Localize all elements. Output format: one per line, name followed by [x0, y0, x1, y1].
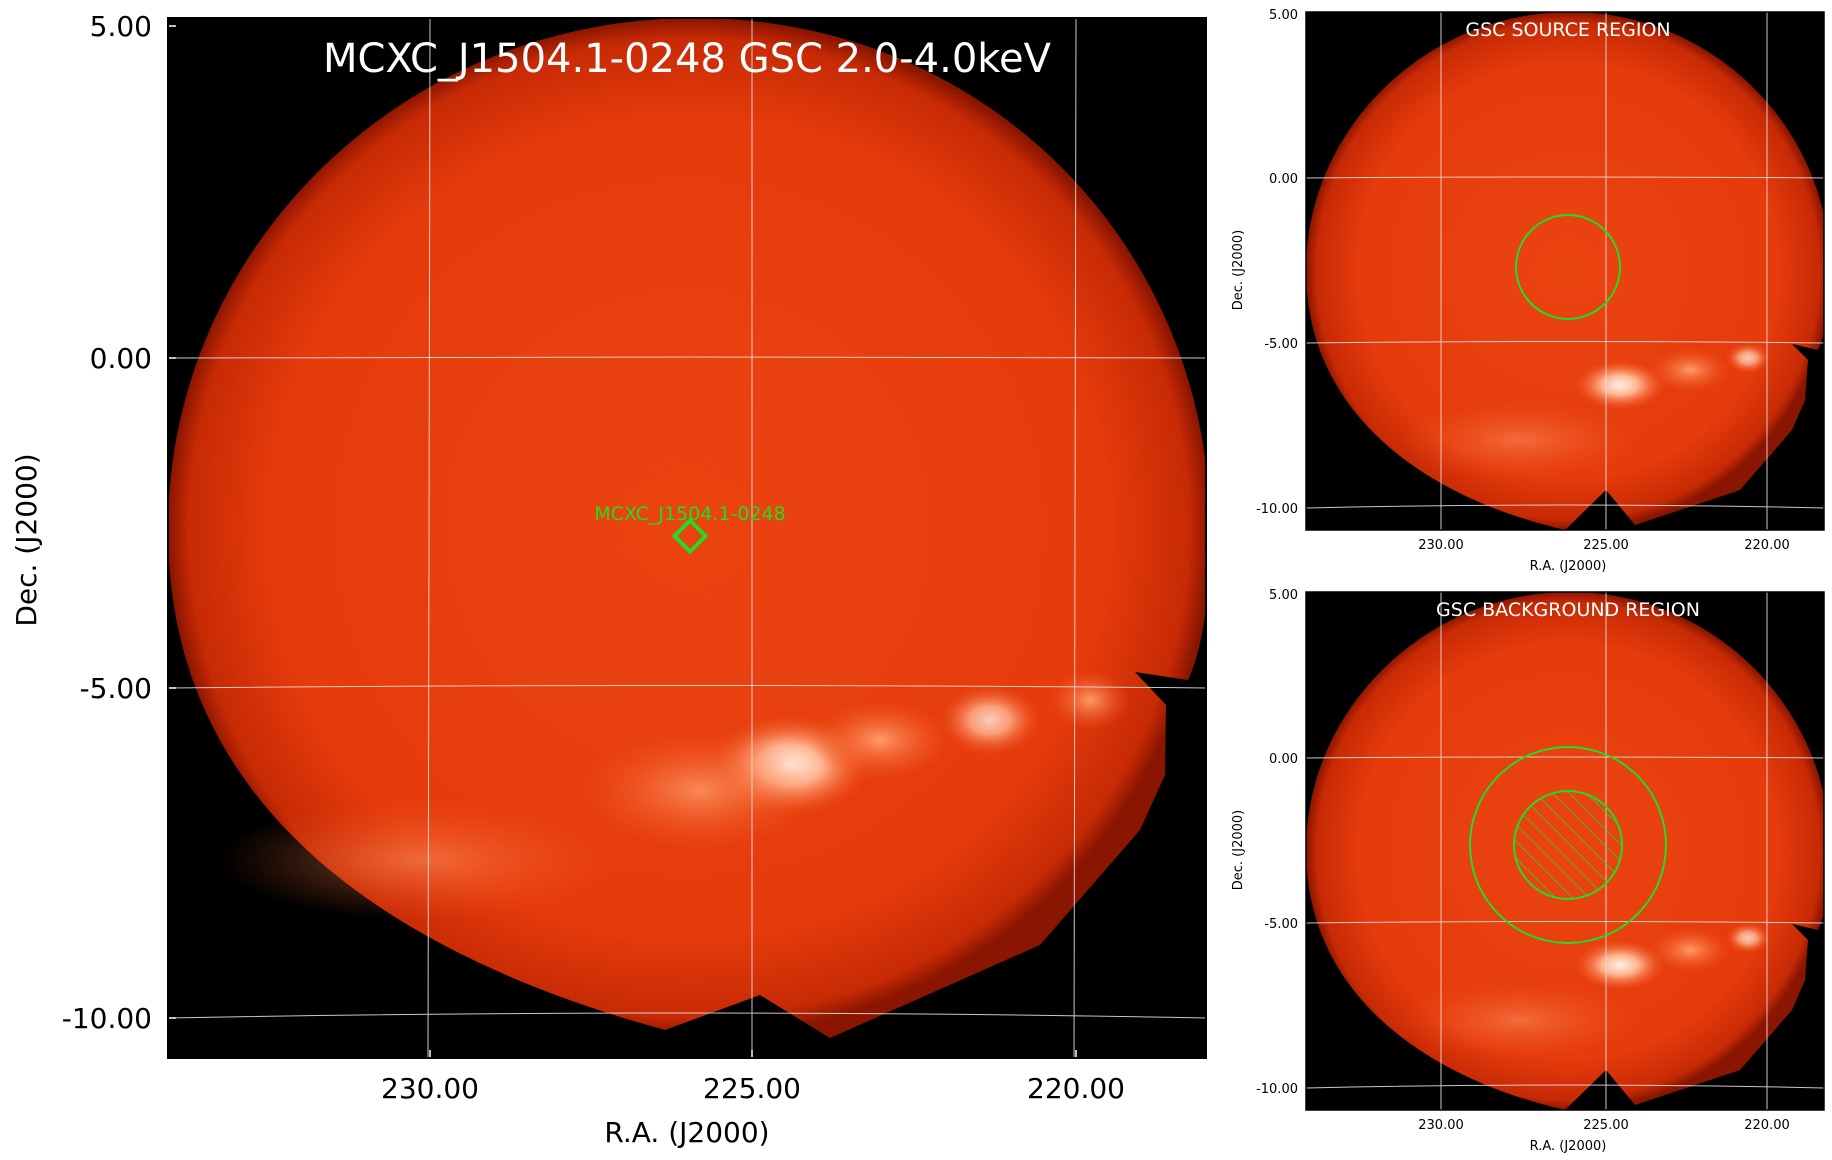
- src-ytick-3: -10.00: [1256, 502, 1298, 517]
- src-ytick-0: 5.00: [1269, 8, 1298, 23]
- main-xtick-2: 220.00: [1027, 1072, 1125, 1105]
- bkg-ytick-1: 0.00: [1269, 752, 1298, 767]
- main-ytick-2: -5.00: [80, 672, 152, 705]
- main-title: MCXC_J1504.1-0248 GSC 2.0-4.0keV: [323, 36, 1052, 82]
- source-region-circle: [1515, 214, 1621, 320]
- bkg-xlabel: R.A. (J2000): [1530, 1139, 1607, 1154]
- source-panel-title: GSC SOURCE REGION: [1465, 19, 1670, 41]
- bkg-xtick-0: 230.00: [1418, 1118, 1464, 1133]
- src-ytick-1: 0.00: [1269, 172, 1298, 187]
- main-xtick-1: 225.00: [703, 1072, 801, 1105]
- src-ylabel: Dec. (J2000): [1231, 230, 1246, 310]
- bkg-ytick-0: 5.00: [1269, 588, 1298, 603]
- main-ytick-3: -10.00: [62, 1002, 152, 1035]
- background-panel-title: GSC BACKGROUND REGION: [1436, 599, 1700, 621]
- src-xtick-0: 230.00: [1418, 538, 1464, 553]
- main-sky-map: MCXC_J1504.1-0248 GSC 2.0-4.0keV MCXC_J1…: [10, 10, 1207, 1149]
- source-detector-field: [1306, 12, 1824, 530]
- main-ylabel: Dec. (J2000): [10, 453, 43, 626]
- bkg-ytick-2: -5.00: [1264, 917, 1298, 932]
- coordinate-grid: [167, 17, 1207, 1059]
- main-xlabel: R.A. (J2000): [604, 1116, 769, 1149]
- bkg-ylabel: Dec. (J2000): [1231, 810, 1246, 890]
- source-region-map: GSC SOURCE REGION 5.00 0.00 -5.00 -10.00…: [1231, 8, 1825, 574]
- detector-field: [168, 18, 1206, 1038]
- main-ytick-1: 0.00: [90, 342, 152, 375]
- main-image-panel: MCXC_J1504.1-0248 GSC 2.0-4.0keV MCXC_J1…: [10, 10, 1207, 1149]
- src-xtick-1: 225.00: [1583, 538, 1629, 553]
- src-xlabel: R.A. (J2000): [1530, 559, 1607, 574]
- background-region-map: GSC BACKGROUND REGION 5.00 0.00 -5.00 -1…: [1231, 588, 1825, 1154]
- bkg-xtick-2: 220.00: [1744, 1118, 1790, 1133]
- source-label: MCXC_J1504.1-0248: [594, 503, 785, 525]
- main-xtick-0: 230.00: [381, 1072, 479, 1105]
- background-annulus-outer: [1469, 746, 1667, 944]
- src-ytick-2: -5.00: [1264, 337, 1298, 352]
- background-excluded-inner: [1513, 790, 1623, 900]
- bkg-xtick-1: 225.00: [1583, 1118, 1629, 1133]
- src-xtick-2: 220.00: [1744, 538, 1790, 553]
- galactic-ridge-emission: [220, 670, 1130, 920]
- bkg-ytick-3: -10.00: [1256, 1082, 1298, 1097]
- background-region-panel: GSC BACKGROUND REGION 5.00 0.00 -5.00 -1…: [1220, 580, 1832, 1160]
- tick-marks: [168, 25, 1077, 1058]
- source-region-panel: GSC SOURCE REGION 5.00 0.00 -5.00 -10.00…: [1220, 0, 1832, 580]
- source-diamond-marker: [671, 517, 709, 555]
- main-ytick-0: 5.00: [90, 10, 152, 43]
